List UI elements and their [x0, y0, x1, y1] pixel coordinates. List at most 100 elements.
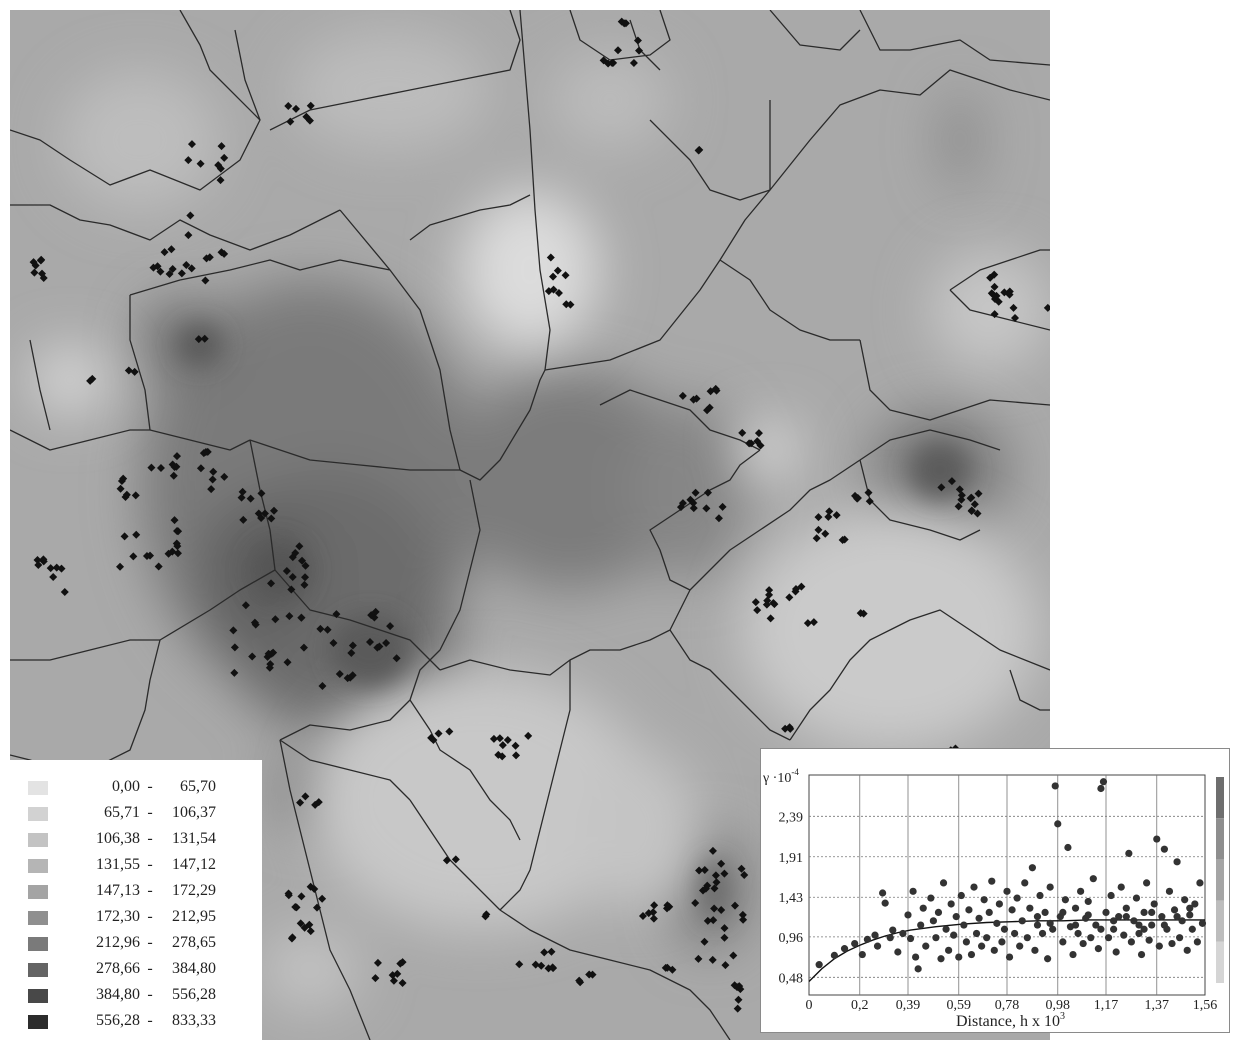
sample-site-marker — [371, 607, 380, 616]
colorbar-segment — [1216, 941, 1224, 983]
sample-site-marker — [765, 590, 774, 599]
data-point — [1084, 911, 1092, 919]
sample-site-marker — [540, 948, 549, 957]
data-point — [1148, 921, 1156, 929]
sample-site-marker — [282, 567, 291, 576]
sample-site-marker — [167, 245, 176, 254]
sample-site-marker — [649, 914, 658, 923]
data-point — [1160, 921, 1168, 929]
data-point — [947, 900, 955, 908]
data-point — [1023, 934, 1031, 942]
legend-separator: - — [147, 908, 153, 925]
sample-site-marker — [990, 310, 999, 319]
data-point — [1000, 925, 1009, 933]
legend-row: 65,71- 106,37 — [10, 800, 262, 826]
legend-row: 212,96- 278,65 — [10, 930, 262, 956]
y-axis-label: γ ·10-4 — [762, 767, 799, 786]
sample-site-marker — [703, 488, 712, 497]
sample-site-marker — [57, 564, 66, 573]
sample-site-marker — [957, 491, 966, 500]
data-point — [1041, 908, 1049, 916]
legend-low-value: 106,38 — [96, 830, 140, 847]
map-legend: 0,00-65,70 65,71-106,37 106,38-131,54 131,5… — [10, 760, 262, 1040]
sample-site-marker — [738, 428, 747, 437]
sample-site-marker — [710, 904, 719, 913]
sample-site-marker — [706, 387, 715, 396]
sample-site-marker — [990, 270, 999, 279]
x-tick-label: 0,2 — [851, 998, 869, 1013]
legend-row: 384,80- 556,28 — [10, 982, 262, 1008]
region-boundary-42 — [949, 289, 1050, 331]
sample-site-marker — [122, 490, 131, 499]
legend-separator: - — [147, 830, 153, 847]
sample-site-marker — [220, 472, 229, 481]
sample-site-marker — [824, 512, 833, 521]
sample-site-marker — [323, 625, 332, 634]
sample-site-marker — [740, 871, 749, 880]
legend-row: 106,38- 131,54 — [10, 826, 262, 852]
sample-site-marker — [973, 509, 982, 518]
sample-site-marker — [676, 503, 685, 512]
data-point — [1145, 936, 1153, 944]
sample-site-marker — [694, 954, 703, 963]
data-point — [1120, 931, 1128, 939]
data-point — [886, 934, 894, 942]
data-point — [1107, 891, 1115, 900]
sample-site-marker — [173, 542, 182, 551]
data-point — [1071, 904, 1080, 912]
sample-site-marker — [382, 639, 391, 648]
sample-site-marker — [284, 102, 293, 111]
legend-low-value: 384,80 — [96, 986, 140, 1003]
data-point — [1049, 925, 1057, 933]
sample-site-marker — [785, 723, 794, 732]
sample-site-marker — [762, 600, 771, 609]
sample-site-marker — [267, 579, 276, 588]
sample-site-marker — [184, 156, 193, 165]
sample-site-marker — [124, 366, 133, 375]
sample-site-marker — [318, 682, 327, 691]
data-point — [1011, 929, 1019, 938]
data-point — [942, 925, 950, 933]
sample-site-marker — [194, 335, 203, 344]
legend-high-value: 147,12 — [172, 856, 216, 873]
data-point — [1079, 939, 1087, 948]
data-point — [975, 914, 983, 922]
region-boundary-33 — [409, 699, 521, 841]
sample-site-marker — [544, 287, 553, 296]
data-point — [1148, 908, 1156, 916]
region-boundary-26 — [274, 569, 441, 671]
sample-site-marker — [318, 894, 327, 903]
sample-site-marker — [393, 969, 402, 978]
data-point — [1028, 864, 1036, 872]
sample-site-marker — [298, 556, 307, 565]
sample-site-marker — [39, 555, 48, 564]
sample-site-marker — [201, 276, 210, 285]
region-boundary-7 — [129, 259, 391, 296]
sample-site-marker — [739, 915, 748, 924]
sample-site-marker — [116, 562, 125, 571]
sample-site-marker — [708, 846, 717, 855]
sample-site-marker — [955, 485, 964, 494]
legend-high-value: 65,70 — [180, 778, 216, 795]
sample-site-marker — [332, 610, 341, 619]
sample-site-marker — [230, 668, 239, 677]
data-point — [993, 919, 1001, 927]
sample-site-marker — [257, 489, 266, 498]
legend-low-value: 147,13 — [96, 882, 140, 899]
legend-swatch — [28, 1015, 48, 1029]
sample-site-marker — [283, 658, 292, 667]
region-boundary-22 — [599, 389, 761, 451]
data-point — [978, 942, 986, 950]
legend-low-value: 556,28 — [96, 1012, 140, 1029]
variogram-chart: 0 0,2 0,39 0,59 0,78 0,98 1,17 1,37 1,56 0,48 0,96… — [762, 767, 1224, 1030]
sample-site-marker — [785, 593, 794, 602]
sample-site-marker — [39, 274, 48, 283]
region-boundary-3 — [269, 10, 521, 131]
sample-site-marker — [967, 493, 976, 502]
sample-site-marker — [299, 643, 308, 652]
sample-site-marker — [498, 752, 507, 761]
data-point — [929, 917, 937, 925]
data-point — [1117, 883, 1125, 891]
data-point — [1102, 908, 1110, 916]
sample-site-marker — [503, 736, 512, 745]
